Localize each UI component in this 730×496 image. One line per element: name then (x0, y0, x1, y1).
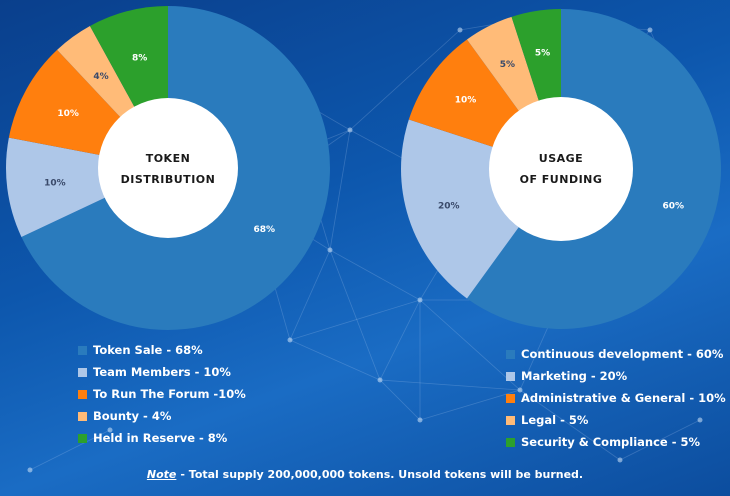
network-node (517, 387, 523, 393)
network-node (457, 27, 463, 33)
network-line (619, 419, 701, 461)
slice-value-label: 10% (44, 178, 66, 188)
slice-value-label: 5% (500, 60, 515, 70)
legend-item: Held in Reserve - 8% (78, 427, 246, 449)
legend-label: Marketing - 20% (521, 369, 628, 383)
network-node (287, 337, 293, 343)
chart-title-line-2: OF FUNDING (520, 173, 603, 186)
network-node (417, 417, 423, 423)
donut-hole (489, 97, 633, 241)
network-line (349, 29, 461, 131)
legend-swatch (78, 389, 87, 399)
network-line (289, 249, 331, 341)
legend-swatch (78, 367, 87, 377)
footnote: Note - Total supply 200,000,000 tokens. U… (0, 468, 730, 481)
network-line (419, 389, 521, 421)
legend-swatch (506, 415, 515, 425)
legend-item: Legal - 5% (506, 409, 726, 431)
usage-of-funding-donut-chart: 60% 20% 10% 5% 5% USAGE OF FUNDING (401, 9, 721, 329)
legend-item: Token Sale - 68% (78, 339, 246, 361)
legend-label: Token Sale - 68% (93, 343, 203, 357)
legend-item: Bounty - 4% (78, 405, 246, 427)
legend-label: Bounty - 4% (93, 409, 172, 423)
legend-label: Legal - 5% (521, 413, 589, 427)
network-line (329, 249, 381, 381)
network-line (379, 299, 421, 381)
token-distribution-donut-chart: 68% 10% 10% 4% 8% TOKEN DISTRIBUTION (6, 6, 330, 330)
slice-value-label: 60% (662, 201, 684, 211)
slice-value-label: 10% (57, 109, 79, 119)
legend-swatch (506, 349, 515, 359)
donut-hole (98, 98, 238, 238)
slice-value-label: 68% (253, 225, 275, 235)
network-node (617, 457, 623, 463)
network-node (327, 247, 333, 253)
slice-value-label: 4% (93, 72, 108, 82)
chart-title-line-1: USAGE (539, 152, 583, 165)
legend-swatch (506, 437, 515, 447)
network-line (289, 339, 381, 381)
slice-value-label: 8% (132, 54, 147, 64)
note-label: Note (146, 468, 177, 481)
network-node (107, 427, 113, 433)
network-line (379, 379, 521, 391)
network-node (347, 127, 353, 133)
legend-label: Administrative & General - 10% (521, 391, 726, 405)
legend-swatch (78, 411, 87, 421)
network-node (647, 27, 653, 33)
legend-item: Team Members - 10% (78, 361, 246, 383)
network-node (697, 417, 703, 423)
chart-title-line-1: TOKEN (146, 152, 191, 165)
legend-item: Continuous development - 60% (506, 343, 726, 365)
usage-of-funding-legend: Continuous development - 60% Marketing -… (506, 343, 726, 453)
chart-title-line-2: DISTRIBUTION (121, 173, 216, 186)
legend-swatch (78, 433, 87, 443)
legend-item: Administrative & General - 10% (506, 387, 726, 409)
network-line (519, 389, 621, 461)
network-line (329, 129, 351, 251)
legend-swatch (506, 371, 515, 381)
network-node (27, 467, 33, 473)
network-line (329, 249, 421, 301)
legend-label: Team Members - 10% (93, 365, 231, 379)
legend-swatch (506, 393, 515, 403)
legend-item: Marketing - 20% (506, 365, 726, 387)
legend-label: To Run The Forum -10% (93, 387, 246, 401)
legend-swatch (78, 345, 87, 355)
slice-value-label: 5% (535, 48, 550, 58)
slice-value-label: 20% (438, 201, 460, 211)
network-line (419, 299, 521, 391)
legend-label: Held in Reserve - 8% (93, 431, 228, 445)
legend-item: Security & Compliance - 5% (506, 431, 726, 453)
legend-label: Security & Compliance - 5% (521, 435, 701, 449)
legend-item: To Run The Forum -10% (78, 383, 246, 405)
slice-value-label: 10% (455, 96, 477, 106)
note-text: - Total supply 200,000,000 tokens. Unsol… (180, 468, 584, 481)
network-line (29, 429, 111, 471)
network-node (417, 297, 423, 303)
token-distribution-legend: Token Sale - 68% Team Members - 10% To R… (78, 339, 246, 449)
network-line (289, 299, 421, 341)
network-node (377, 377, 383, 383)
legend-label: Continuous development - 60% (521, 347, 724, 361)
network-line (379, 379, 421, 421)
